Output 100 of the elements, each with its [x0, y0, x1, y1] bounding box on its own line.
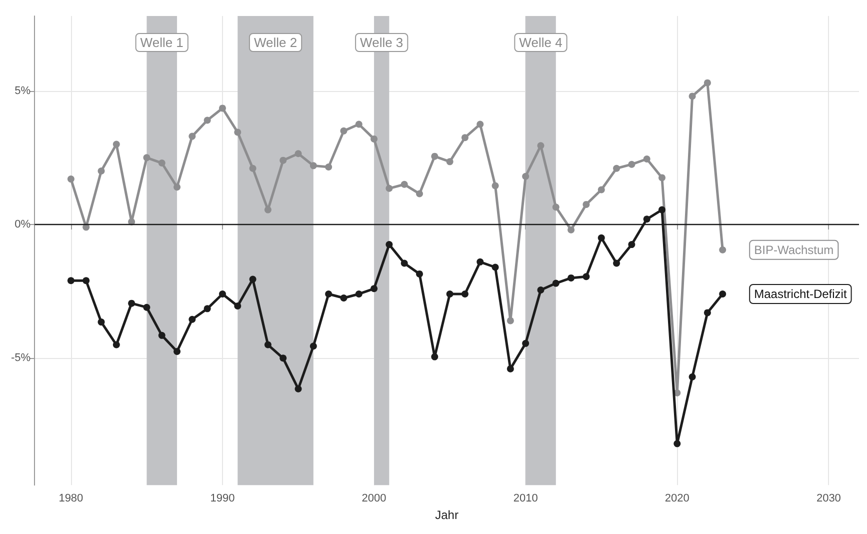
point — [704, 309, 711, 316]
point — [704, 79, 711, 86]
legend-label: BIP-Wachstum — [754, 242, 834, 257]
point — [522, 172, 530, 180]
point — [310, 342, 317, 350]
point — [370, 285, 378, 292]
point — [67, 277, 74, 284]
point — [112, 341, 120, 348]
point — [613, 260, 620, 267]
point — [249, 164, 256, 172]
point — [537, 142, 544, 150]
point — [582, 200, 590, 208]
point — [446, 290, 454, 298]
point — [400, 180, 408, 188]
point — [174, 348, 181, 355]
x-axis-title: Jahr — [435, 508, 458, 522]
point — [598, 186, 605, 194]
point — [355, 120, 362, 128]
point — [400, 260, 408, 267]
point — [552, 204, 560, 211]
band-label: Welle 3 — [360, 35, 404, 50]
point — [340, 294, 348, 302]
point — [280, 156, 287, 164]
point — [537, 286, 544, 294]
point — [294, 385, 302, 392]
point — [370, 135, 378, 142]
band-label: Welle 2 — [254, 35, 298, 50]
point — [325, 290, 332, 298]
point — [688, 373, 696, 380]
y-tick-label: 5% — [14, 84, 31, 97]
point — [416, 190, 423, 198]
point — [112, 140, 120, 148]
x-tick-label: 2010 — [513, 492, 538, 505]
point — [658, 206, 666, 214]
point — [204, 305, 211, 312]
point — [386, 184, 393, 192]
point — [719, 246, 726, 254]
point — [204, 116, 211, 124]
point — [446, 158, 454, 166]
point — [461, 290, 468, 298]
point — [355, 290, 362, 298]
point — [688, 92, 696, 100]
point — [506, 365, 514, 372]
x-tick-label: 1990 — [210, 492, 235, 505]
point — [234, 128, 242, 136]
point — [416, 270, 423, 278]
point — [492, 264, 499, 271]
point — [522, 340, 530, 347]
point — [249, 276, 256, 283]
point — [188, 316, 196, 323]
point — [128, 300, 136, 307]
point — [174, 184, 181, 191]
point — [98, 168, 105, 175]
point — [67, 176, 74, 183]
point — [431, 353, 438, 360]
point — [492, 182, 499, 190]
y-tick-label: -5% — [11, 352, 31, 364]
point — [310, 162, 317, 170]
point — [234, 302, 242, 310]
point — [719, 290, 726, 298]
point — [143, 304, 150, 311]
point — [476, 120, 484, 128]
point — [628, 160, 636, 168]
point — [325, 164, 332, 171]
point — [568, 274, 575, 282]
point — [264, 341, 272, 348]
point — [568, 226, 575, 234]
point — [218, 104, 226, 112]
band-label: Welle 1 — [140, 35, 184, 50]
point — [386, 241, 393, 248]
x-tick-label: 2030 — [816, 492, 841, 505]
point — [82, 277, 90, 284]
point — [658, 174, 666, 182]
point — [340, 127, 348, 134]
point — [461, 134, 468, 142]
point — [188, 132, 196, 140]
point — [143, 154, 150, 162]
point — [643, 216, 650, 223]
point — [158, 332, 166, 339]
point — [552, 280, 560, 287]
point — [628, 241, 636, 248]
point — [674, 440, 681, 448]
x-tick-label: 2000 — [362, 492, 386, 505]
point — [643, 156, 650, 162]
x-tick-label: 2020 — [664, 492, 690, 505]
point — [158, 160, 166, 167]
point — [431, 152, 438, 160]
point — [598, 234, 605, 242]
point — [294, 150, 302, 158]
point — [218, 290, 226, 298]
point — [264, 206, 272, 214]
point — [476, 258, 484, 266]
text: Maastricht-Defizit — [754, 286, 848, 301]
band-label: Welle 4 — [519, 35, 562, 50]
point — [506, 317, 514, 324]
point — [280, 354, 287, 362]
point — [98, 318, 105, 326]
point — [582, 273, 590, 280]
x-tick-label: 1980 — [58, 492, 84, 505]
y-tick-label: 0% — [14, 218, 31, 230]
